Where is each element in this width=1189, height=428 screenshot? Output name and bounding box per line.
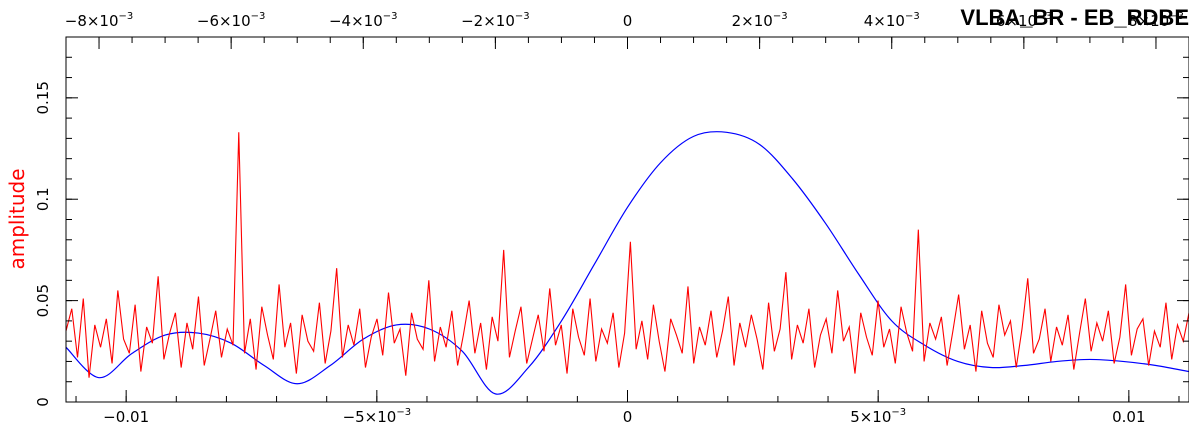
x-tick-label-top-3-exponent: −3 (515, 11, 530, 22)
x-tick-label-bottom-3: 5×10−3 (850, 407, 906, 426)
x-tick-label-top-7-exponent: −3 (1037, 11, 1052, 22)
x-tick-label-bottom-2-text: 0 (623, 408, 633, 426)
chart-title: VLBA_BR - EB_RDBE (960, 5, 1189, 30)
y-tick-label-2-text: 0.1 (34, 187, 52, 211)
x-tick-label-top-7-text: 6×10 (996, 12, 1037, 30)
x-tick-label-bottom-0-text: −0.01 (103, 408, 149, 426)
x-tick-label-top-4-text: 0 (623, 12, 633, 30)
y-axis-label: amplitude (5, 168, 29, 269)
y-tick-label-0: 0 (34, 397, 52, 407)
plot-area (65, 131, 1189, 395)
x-tick-label-bottom-3-text: 5×10 (850, 408, 891, 426)
x-tick-label-top-0-exponent: −3 (119, 11, 134, 22)
x-tick-label-top-6-text: 4×10 (864, 12, 905, 30)
series-line-amplitude (65, 132, 1189, 378)
y-tick-label-3-text: 0.15 (34, 81, 52, 114)
y-tick-label-1-text: 0.05 (34, 284, 52, 317)
x-tick-label-top-6-exponent: −3 (905, 11, 920, 22)
x-tick-label-bottom-3-exponent: −3 (891, 407, 906, 418)
x-tick-label-top-1: −6×10−3 (197, 11, 266, 30)
x-tick-label-bottom-4-text: 0.01 (1112, 408, 1145, 426)
x-tick-label-top-4: 0 (623, 12, 633, 30)
x-tick-label-top-1-exponent: −3 (251, 11, 266, 22)
x-tick-label-top-2-text: −4×10 (329, 12, 383, 30)
x-tick-label-top-5: 2×10−3 (732, 11, 788, 30)
x-tick-label-top-8-exponent: −3 (1169, 11, 1184, 22)
x-tick-label-top-3: −2×10−3 (461, 11, 530, 30)
x-tick-label-top-1-text: −6×10 (197, 12, 251, 30)
x-tick-label-top-8-text: 8×10 (1128, 12, 1169, 30)
series-line-model (65, 131, 1189, 395)
x-tick-label-top-5-text: 2×10 (732, 12, 773, 30)
y-tick-label-2: 0.1 (34, 187, 52, 211)
x-tick-label-top-7: 6×10−3 (996, 11, 1052, 30)
x-tick-label-bottom-2: 0 (623, 408, 633, 426)
x-tick-label-bottom-1: −5×10−3 (343, 407, 412, 426)
x-tick-label-bottom-1-exponent: −3 (396, 407, 411, 418)
x-tick-label-top-3-text: −2×10 (461, 12, 515, 30)
x-tick-label-top-2: −4×10−3 (329, 11, 398, 30)
x-tick-label-top-8: 8×10−3 (1128, 11, 1184, 30)
y-axis: 0 0.05 0.1 0.15 (34, 56, 1189, 407)
x-tick-label-bottom-0: −0.01 (103, 408, 149, 426)
x-tick-label-top-5-exponent: −3 (773, 11, 788, 22)
x-tick-label-top-0-text: −8×10 (65, 12, 119, 30)
y-tick-label-0-text: 0 (34, 397, 52, 407)
x-tick-label-top-2-exponent: −3 (383, 11, 398, 22)
x-axis-top: −8×10−3 −6×10−3 −4×10−3 −2×10−3 0 2×10−3 4×10−… (65, 11, 1189, 49)
x-tick-label-top-0: −8×10−3 (65, 11, 134, 30)
x-tick-label-top-6: 4×10−3 (864, 11, 920, 30)
x-tick-label-bottom-4: 0.01 (1112, 408, 1145, 426)
y-tick-label-1: 0.05 (34, 284, 52, 317)
x-tick-label-bottom-1-text: −5×10 (343, 408, 397, 426)
y-tick-label-3: 0.15 (34, 81, 52, 114)
x-axis-bottom: −0.01 −5×10−3 0 5×10−3 0.01 (75, 390, 1180, 426)
